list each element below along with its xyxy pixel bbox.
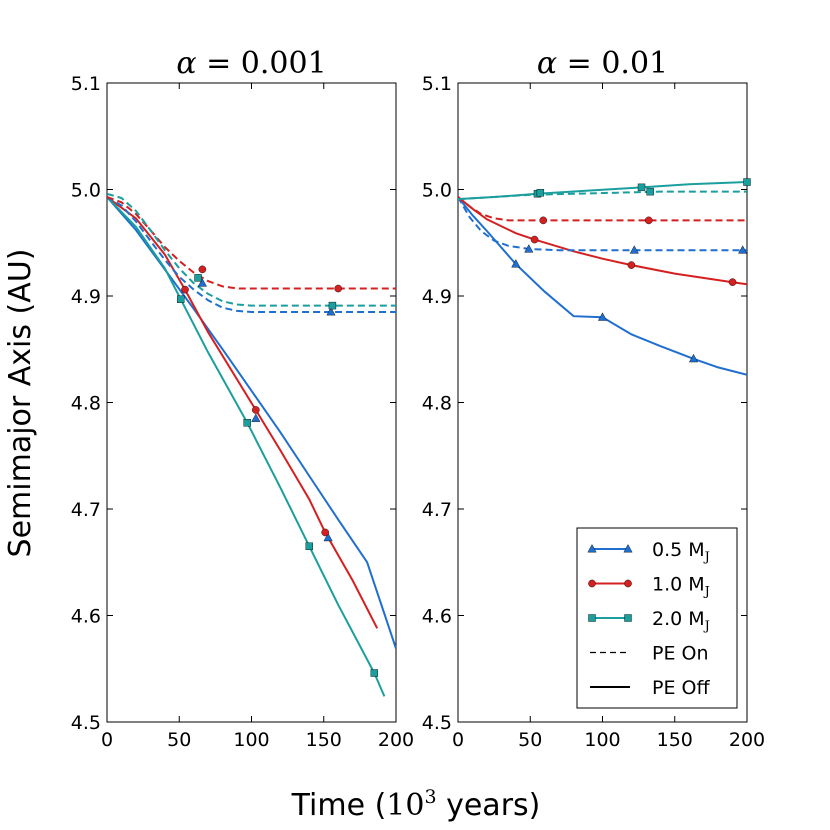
legend-marker [623, 544, 633, 553]
y-tick-label: 4.8 [422, 393, 452, 415]
series-line-m20-pe-off [458, 181, 747, 201]
title-value: = 0.01 [557, 46, 668, 81]
x-tick-label: 50 [167, 729, 191, 751]
data-point-m20 [176, 295, 185, 303]
y-tick-label: 4.5 [422, 712, 452, 734]
y-tick-label: 4.7 [422, 499, 452, 521]
data-point-m05 [524, 244, 534, 253]
y-tick-label: 5.1 [71, 73, 101, 95]
data-point-m05 [629, 245, 639, 254]
data-point-m20 [646, 187, 654, 196]
y-tick-label: 4.8 [71, 393, 101, 415]
legend-item-m20: 2.0 MJ [588, 608, 710, 634]
series-line-m05-pe-off [458, 196, 747, 376]
series-line-m20-pe-off [107, 196, 386, 697]
chart-title: α = 0.01 [537, 46, 668, 81]
x-tick-label: 150 [657, 729, 693, 751]
y-tick-label: 4.9 [422, 286, 452, 308]
data-point-m20 [536, 188, 545, 197]
title-value: = 0.001 [197, 46, 327, 81]
y-tick-label: 5.0 [422, 180, 452, 202]
data-point-m05 [511, 259, 521, 268]
chart-title: α = 0.001 [176, 46, 326, 81]
legend-label: 1.0 MJ [652, 574, 710, 600]
x-tick-label: 150 [306, 729, 342, 751]
x-tick-label: 100 [233, 729, 269, 751]
data-point-m05 [197, 278, 207, 287]
x-tick-label: 50 [518, 729, 542, 751]
legend-frame [576, 527, 738, 709]
data-point-m05 [251, 413, 261, 422]
x-tick-label: 100 [584, 729, 620, 751]
data-point-m10 [181, 285, 189, 294]
series-line-m10-pe-on [107, 196, 396, 290]
series-line-m20-pe-on [107, 192, 396, 307]
y-axis-label: Semimajor Axis (AU) [3, 249, 38, 558]
legend-marker [624, 614, 632, 622]
y-tick-label: 4.9 [71, 286, 101, 308]
data-point-m10 [198, 265, 207, 274]
legend-item-off: PE Off [590, 677, 710, 699]
y-tick-label: 4.7 [71, 499, 101, 521]
data-point-m20 [305, 542, 313, 550]
data-point-m10 [728, 278, 737, 286]
data-point-m05 [738, 245, 748, 254]
legend: 0.5 MJ 1.0 MJ 2.0 MJ PE On PE Off [576, 527, 738, 709]
data-point-m20 [328, 301, 337, 310]
series-line-m05-pe-on [107, 196, 396, 313]
series-line-m10-pe-on [458, 196, 747, 222]
data-point-m10 [334, 284, 343, 293]
legend-label: 2.0 MJ [652, 608, 710, 634]
data-point-m10 [627, 261, 636, 269]
legend-marker [587, 544, 597, 553]
data-point-m10 [539, 216, 548, 225]
legend-label: PE Off [652, 677, 710, 699]
legend-marker [588, 579, 596, 588]
title-symbol: α [176, 46, 196, 81]
chart-panel-1: 0 50 100 150 200 4.5 4.6 4.7 4.8 4.9 5.0 5.1 α = 0.0… [71, 46, 414, 751]
series-line-m20-pe-on [458, 190, 747, 201]
legend-marker [624, 579, 632, 588]
x-tick-label: 200 [378, 729, 414, 751]
legend-item-m10: 1.0 MJ [588, 574, 710, 600]
data-point-m10 [530, 235, 539, 244]
data-point-m20 [194, 274, 202, 282]
x-axis-label: Time (103 years) [291, 786, 541, 823]
y-tick-label: 4.5 [71, 712, 101, 734]
data-point-m10 [252, 406, 260, 414]
title-symbol: α [537, 46, 557, 81]
legend-label: 0.5 MJ [652, 539, 710, 565]
series-line-m10-pe-off [458, 196, 747, 286]
data-point-m20 [370, 669, 379, 677]
legend-marker [588, 614, 596, 622]
x-tick-label: 0 [452, 729, 464, 751]
data-point-m05 [326, 307, 336, 316]
y-tick-label: 5.0 [71, 180, 101, 202]
y-tick-label: 4.6 [422, 606, 452, 628]
x-tick-label: 200 [729, 729, 765, 751]
x-tick-label: 0 [101, 729, 113, 751]
series-line-m05-pe-off [107, 196, 396, 649]
series-line-m05-pe-on [458, 196, 747, 252]
data-point-m20 [637, 183, 646, 192]
data-point-m05 [688, 353, 699, 363]
legend-label: PE On [652, 643, 709, 665]
data-point-m20 [243, 419, 251, 427]
data-point-m05 [323, 532, 333, 542]
legend-item-m05: 0.5 MJ [587, 539, 710, 565]
data-point-m10 [321, 528, 329, 537]
data-point-m20 [743, 178, 751, 186]
legend-item-on: PE On [590, 643, 709, 665]
data-point-m10 [644, 216, 653, 225]
y-tick-label: 4.6 [71, 606, 101, 628]
chart-panel-2: 0 50 100 150 200 4.5 4.6 4.7 4.8 4.9 5.0 5.1 α = 0.0… [422, 46, 765, 751]
y-tick-label: 5.1 [422, 73, 452, 95]
data-point-m05 [597, 312, 608, 321]
